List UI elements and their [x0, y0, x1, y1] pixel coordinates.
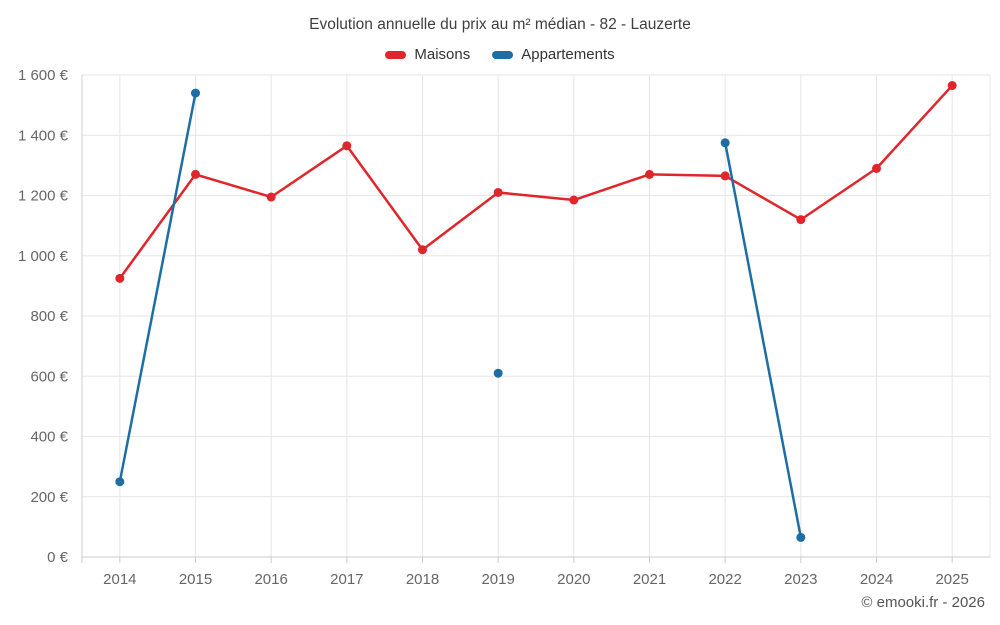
data-point-maisons-2016[interactable]: [266, 192, 276, 202]
chart-legend: Maisons Appartements: [0, 46, 1000, 63]
legend-label-maisons: Maisons: [414, 46, 471, 63]
x-axis-tick-label: 2022: [708, 571, 741, 588]
data-point-maisons-2024[interactable]: [872, 163, 881, 173]
data-point-maisons-2021[interactable]: [645, 169, 654, 179]
data-point-maisons-2018[interactable]: [418, 245, 427, 255]
data-point-maisons-2022[interactable]: [720, 171, 730, 181]
data-point-appartements-2015[interactable]: [191, 88, 200, 98]
x-axis-tick-label: 2025: [935, 571, 968, 588]
series-line-appartements: [118, 91, 197, 483]
x-axis-tick-label: 2024: [860, 571, 893, 588]
data-point-maisons-2020[interactable]: [569, 195, 579, 205]
data-point-appartements-2023[interactable]: [796, 532, 806, 542]
legend-item-appartements[interactable]: Appartements: [492, 46, 615, 63]
data-point-maisons-2019[interactable]: [493, 187, 503, 197]
legend-label-appartements: Appartements: [521, 46, 615, 63]
x-axis-tick-label: 2019: [481, 571, 514, 588]
y-axis-tick-label: 200 €: [30, 489, 68, 506]
x-axis-tick-label: 2021: [633, 571, 666, 588]
x-axis-tick-label: 2023: [784, 571, 817, 588]
y-axis-tick-label: 1 000 €: [18, 248, 69, 265]
data-point-maisons-2015[interactable]: [191, 169, 200, 179]
data-point-appartements-2022[interactable]: [720, 138, 730, 148]
x-axis-tick-label: 2020: [557, 571, 590, 588]
maisons-series-swatch-icon: [385, 50, 407, 59]
x-axis-tick-label: 2017: [330, 571, 363, 588]
y-axis-tick-label: 0 €: [47, 549, 69, 566]
chart-title: Evolution annuelle du prix au m² médian …: [309, 16, 691, 33]
series-line-maisons: [118, 84, 954, 280]
y-axis-tick-label: 600 €: [30, 368, 68, 385]
data-point-maisons-2023[interactable]: [796, 215, 806, 225]
x-axis-tick-label: 2015: [179, 571, 212, 588]
y-axis-tick-label: 1 400 €: [18, 127, 69, 144]
copyright-credit: © emooki.fr - 2026: [861, 594, 985, 611]
y-axis-tick-label: 1 200 €: [18, 188, 69, 205]
x-axis-tick-label: 2014: [103, 571, 136, 588]
data-point-appartements-2019[interactable]: [493, 368, 503, 378]
y-axis-tick-label: 400 €: [30, 429, 68, 446]
data-point-maisons-2017[interactable]: [342, 141, 352, 151]
data-point-maisons-2025[interactable]: [947, 81, 957, 91]
appartements-series-swatch-icon: [492, 50, 514, 59]
x-axis-tick-label: 2016: [254, 571, 287, 588]
legend-item-maisons[interactable]: Maisons: [385, 46, 470, 63]
x-axis-tick-label: 2018: [406, 571, 439, 588]
series-line-appartements: [723, 141, 803, 539]
y-axis-tick-label: 800 €: [30, 308, 68, 325]
data-point-maisons-2014[interactable]: [115, 273, 125, 283]
data-point-appartements-2014[interactable]: [115, 477, 125, 487]
y-axis-tick-label: 1 600 €: [18, 67, 69, 84]
